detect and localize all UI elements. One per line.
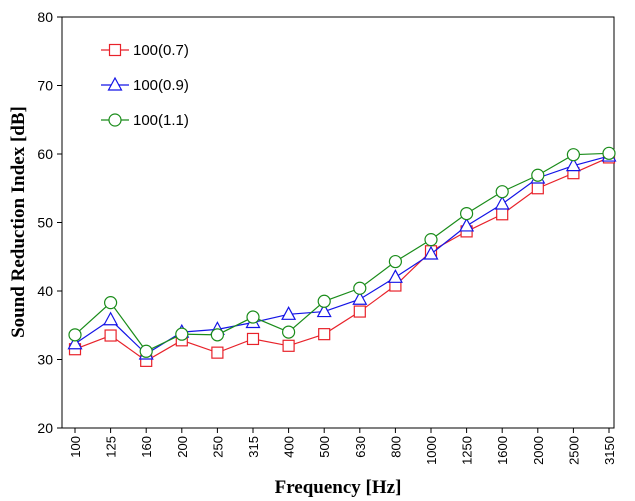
data-point — [246, 332, 260, 346]
data-point — [104, 329, 117, 342]
data-point — [103, 296, 118, 310]
x-tick-label: 800 — [388, 436, 403, 458]
data-point — [316, 303, 332, 318]
data-point — [317, 294, 331, 308]
x-tick-label: 2000 — [531, 436, 546, 465]
legend-item: 100(0.7) — [101, 42, 189, 59]
y-tick-label: 80 — [37, 9, 53, 25]
x-axis-ticks: 100 125 160 200 250 315 400 500 630 800 1000 1250 16… — [68, 428, 617, 465]
y-tick-label: 50 — [37, 215, 53, 231]
data-point — [282, 339, 295, 352]
data-point — [496, 208, 509, 221]
data-point — [353, 281, 367, 295]
data-point — [387, 269, 403, 283]
legend-marker — [107, 76, 123, 91]
data-point — [246, 310, 260, 324]
x-tick-label: 1250 — [460, 436, 475, 465]
series-line — [74, 152, 610, 353]
x-tick-label: 125 — [104, 436, 119, 458]
x-tick-label: 1600 — [495, 436, 510, 465]
y-tick-label: 60 — [37, 146, 53, 162]
y-tick-label: 40 — [37, 283, 53, 299]
x-tick-label: 250 — [210, 436, 225, 458]
series-3 — [68, 146, 616, 358]
legend-label: 100(1.1) — [133, 112, 189, 129]
y-tick-label: 20 — [37, 420, 53, 436]
x-axis-title: Frequency [Hz] — [275, 477, 402, 498]
data-point — [318, 328, 331, 341]
data-point — [424, 233, 438, 247]
legend-item: 100(1.1) — [101, 112, 189, 129]
legend: 100(0.7) 100(0.9) 100(1.1) — [101, 42, 189, 129]
data-point — [565, 157, 581, 172]
data-point — [566, 148, 581, 162]
x-tick-label: 630 — [353, 436, 368, 458]
data-point — [460, 206, 474, 221]
x-tick-label: 315 — [246, 436, 261, 458]
data-point — [494, 195, 510, 210]
data-point — [423, 245, 439, 260]
legend-marker — [108, 113, 122, 127]
data-point — [602, 146, 616, 160]
y-tick-label: 70 — [37, 78, 53, 94]
data-point — [68, 328, 82, 342]
x-tick-label: 160 — [139, 436, 154, 458]
data-point — [211, 346, 224, 359]
data-point — [531, 168, 545, 182]
data-point — [388, 254, 402, 269]
x-tick-label: 2500 — [566, 436, 581, 465]
x-tick-label: 500 — [317, 436, 332, 458]
legend-item: 100(0.9) — [101, 76, 189, 94]
x-tick-label: 1000 — [424, 436, 439, 465]
x-tick-label: 200 — [175, 436, 190, 458]
x-tick-label: 100 — [68, 436, 83, 458]
legend-marker — [108, 43, 122, 57]
data-point — [495, 185, 509, 199]
legend-label: 100(0.9) — [133, 77, 189, 94]
data-point — [352, 290, 368, 305]
y-tick-label: 30 — [37, 352, 53, 368]
data-point — [459, 217, 475, 232]
data-point — [210, 328, 224, 342]
y-axis-ticks: 20 30 40 50 60 70 80 — [37, 9, 62, 436]
data-point — [353, 305, 366, 318]
series-line — [74, 156, 610, 362]
plot-area — [61, 16, 615, 429]
data-point — [103, 311, 119, 326]
data-point — [139, 344, 153, 358]
data-point — [531, 182, 544, 195]
data-point — [67, 335, 83, 350]
series-layer — [67, 146, 617, 367]
data-point — [281, 306, 297, 320]
x-tick-label: 400 — [282, 436, 297, 458]
x-tick-label: 3150 — [602, 436, 617, 465]
y-axis-title: Sound Reduction Index [dB] — [8, 106, 29, 338]
data-point — [282, 325, 296, 339]
data-point — [175, 327, 189, 341]
legend-label: 100(0.7) — [133, 42, 189, 59]
